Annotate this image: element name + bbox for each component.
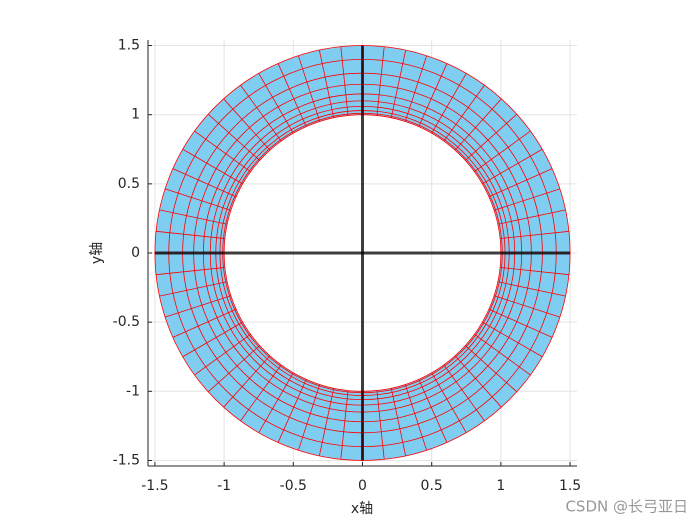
mesh-spoke xyxy=(194,333,251,376)
mesh-spoke xyxy=(164,188,232,211)
mesh-spoke xyxy=(454,98,502,151)
mesh-spoke xyxy=(418,379,448,443)
mesh-spoke xyxy=(474,333,531,376)
mesh-spoke xyxy=(493,295,561,318)
y-tick-label: 0 xyxy=(131,245,140,261)
mesh-spoke xyxy=(493,188,561,211)
x-tick-label: 1 xyxy=(496,478,505,494)
mesh-spoke xyxy=(340,390,349,460)
mesh-spoke xyxy=(376,46,385,116)
mesh-spoke xyxy=(431,73,467,134)
mesh-spoke xyxy=(194,130,251,173)
mesh-spoke xyxy=(482,148,543,185)
mesh-spoke xyxy=(277,63,307,127)
mesh-spoke xyxy=(156,267,225,276)
x-tick-label: -1.5 xyxy=(141,478,168,494)
x-tick-label: 1.5 xyxy=(559,478,581,494)
x-tick-label: -0.5 xyxy=(280,478,307,494)
mesh-spoke xyxy=(340,46,349,116)
x-tick-label: -1 xyxy=(217,478,231,494)
mesh-spoke xyxy=(500,267,569,276)
mesh-spoke xyxy=(277,379,307,443)
mesh-spoke xyxy=(240,364,282,422)
y-tick-label: 1 xyxy=(131,107,140,123)
mesh-spoke xyxy=(172,168,237,198)
mesh-spoke xyxy=(223,355,271,408)
y-tick-label: 1.5 xyxy=(118,38,140,54)
mesh-spoke xyxy=(240,84,282,142)
mesh-spoke xyxy=(297,384,321,451)
mesh-spoke xyxy=(390,49,407,118)
mesh-spoke xyxy=(164,295,232,318)
mesh-spoke xyxy=(497,209,566,225)
mesh-spoke xyxy=(443,364,485,422)
mesh-spoke xyxy=(207,113,260,161)
mesh-spoke xyxy=(159,281,228,297)
x-tick-label: 0 xyxy=(358,478,367,494)
mesh-spoke xyxy=(318,49,335,118)
mesh-spoke xyxy=(258,372,294,433)
mesh-spoke xyxy=(454,355,502,408)
mesh-spoke xyxy=(223,98,271,151)
mesh-spoke xyxy=(376,390,385,460)
x-axis-label: x轴 xyxy=(351,501,373,517)
watermark: CSDN @长弓亚日 xyxy=(565,498,688,516)
mesh-spoke xyxy=(465,113,518,161)
y-axis-label: y轴 xyxy=(89,242,105,264)
mesh-spoke xyxy=(159,209,228,225)
x-tick-label: 0.5 xyxy=(421,478,443,494)
mesh-spoke xyxy=(182,148,243,185)
mesh-spoke xyxy=(465,345,518,393)
y-tick-label: -1 xyxy=(126,383,140,399)
mesh-spoke xyxy=(488,308,553,338)
mesh-spoke xyxy=(443,84,485,142)
mesh-spoke xyxy=(482,321,543,358)
mesh-spoke xyxy=(318,388,335,457)
y-tick-label: -0.5 xyxy=(113,314,140,330)
mesh-spoke xyxy=(182,321,243,358)
mesh-spoke xyxy=(390,388,407,457)
mesh-spoke xyxy=(500,230,569,239)
mesh-spoke xyxy=(156,230,225,239)
mesh-spoke xyxy=(207,345,260,393)
mesh-spoke xyxy=(418,63,448,127)
mesh-spoke xyxy=(474,130,531,173)
y-tick-label: -1.5 xyxy=(113,452,140,468)
mesh-spoke xyxy=(258,73,294,134)
mesh-spoke xyxy=(404,384,428,451)
mesh-spoke xyxy=(297,55,321,122)
mesh-spoke xyxy=(488,168,553,198)
mesh-spoke xyxy=(431,372,467,433)
y-tick-label: 0.5 xyxy=(118,176,140,192)
mesh-spoke xyxy=(497,281,566,297)
mesh-spoke xyxy=(172,308,237,338)
mesh-spoke xyxy=(404,55,428,122)
